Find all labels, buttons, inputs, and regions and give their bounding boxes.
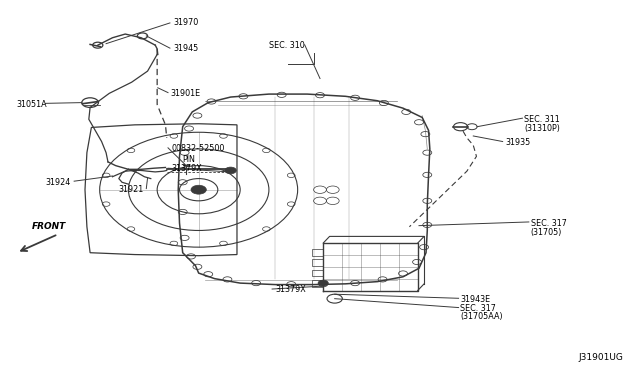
Text: 31901E: 31901E (170, 89, 200, 98)
Bar (312, 249, 323, 256)
Text: SEC. 310: SEC. 310 (269, 41, 305, 50)
Text: J31901UG: J31901UG (579, 353, 623, 362)
Text: 00832-52500: 00832-52500 (172, 144, 225, 153)
Circle shape (225, 167, 236, 174)
Text: SEC. 317: SEC. 317 (461, 304, 497, 313)
Text: SEC. 317: SEC. 317 (531, 219, 566, 228)
Text: (31310P): (31310P) (524, 124, 560, 133)
Bar (312, 280, 323, 287)
Text: 31379X: 31379X (275, 285, 306, 294)
Text: PIN: PIN (182, 155, 195, 164)
Text: (31705): (31705) (531, 228, 562, 237)
Text: 31924: 31924 (45, 178, 70, 187)
Circle shape (318, 280, 328, 286)
Circle shape (191, 185, 206, 194)
Text: SEC. 311: SEC. 311 (524, 115, 560, 124)
Text: 31379X: 31379X (172, 164, 203, 173)
Text: FRONT: FRONT (31, 222, 65, 231)
Text: 31051A: 31051A (17, 100, 47, 109)
Text: 31935: 31935 (505, 138, 531, 147)
Bar (312, 259, 323, 266)
Text: 31970: 31970 (173, 19, 198, 28)
Text: 31921: 31921 (119, 185, 144, 194)
Bar (312, 270, 323, 276)
Text: 31943E: 31943E (461, 295, 491, 304)
Text: 31945: 31945 (173, 44, 198, 53)
Text: (31705AA): (31705AA) (461, 312, 503, 321)
